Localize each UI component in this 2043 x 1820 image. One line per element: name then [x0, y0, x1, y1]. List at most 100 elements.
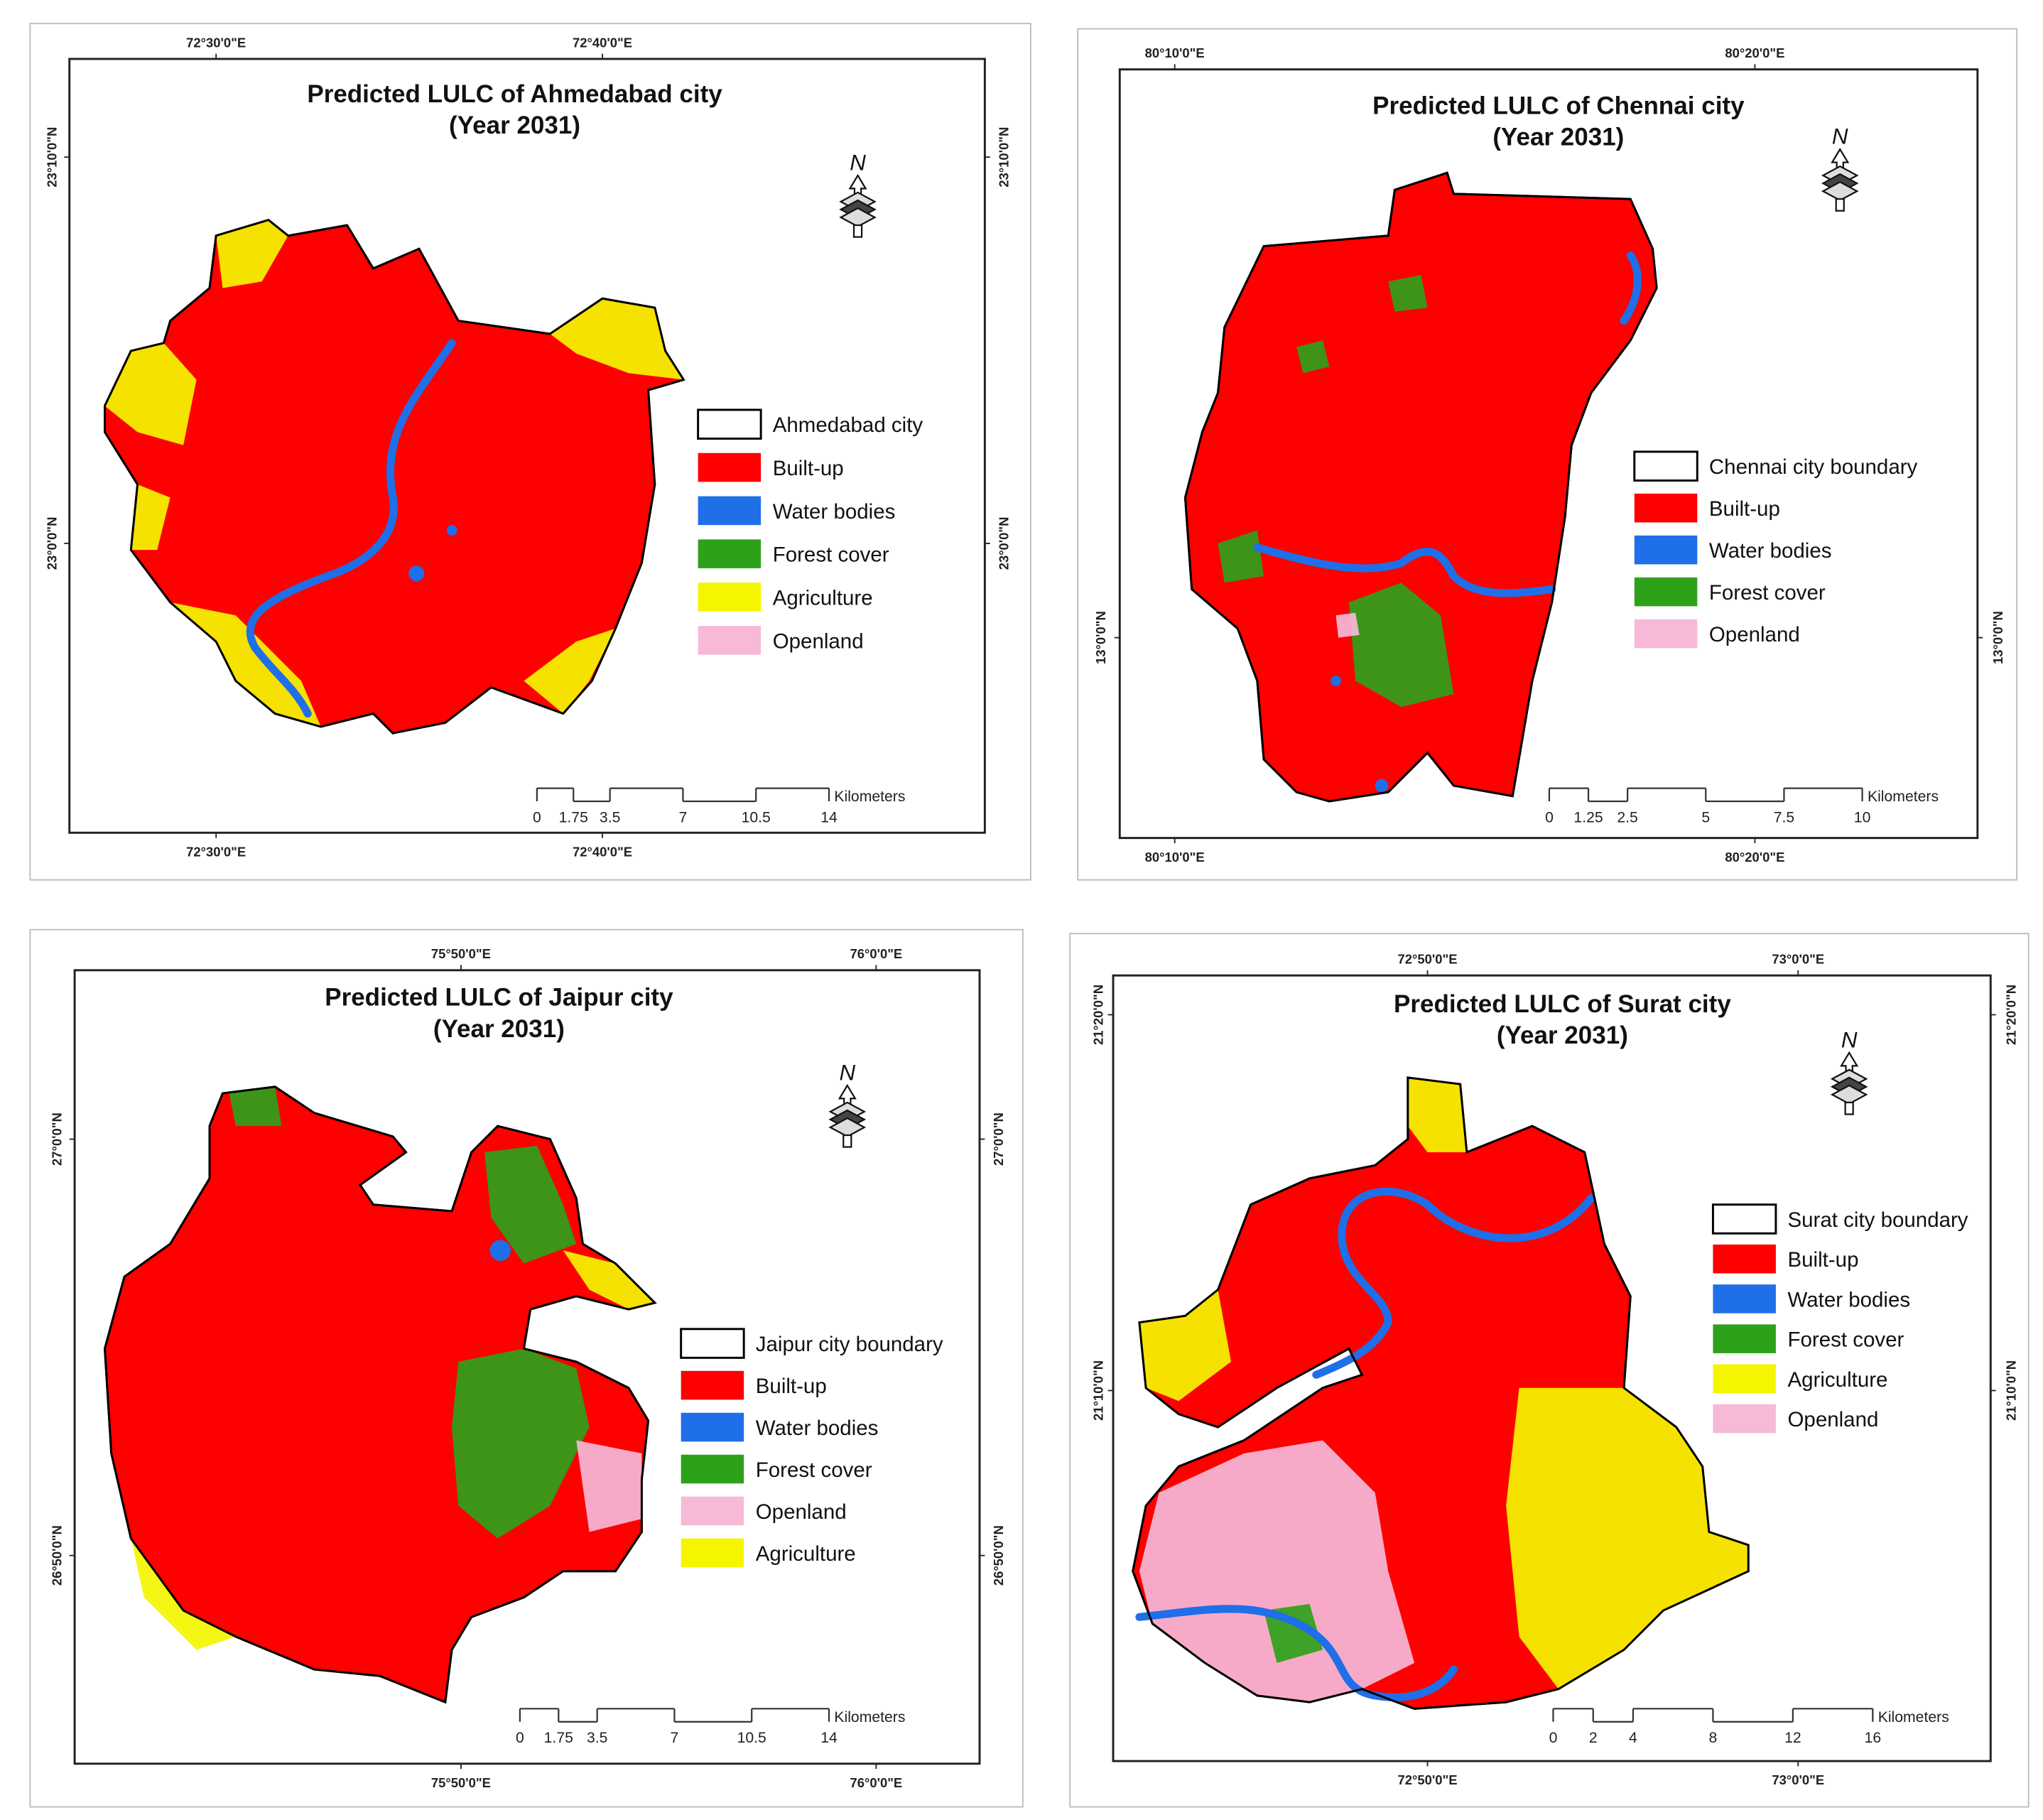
scale-segment [1712, 1708, 1793, 1723]
lake-water-body [1375, 779, 1389, 793]
latitude-label-right: 13°0'0"N [1990, 611, 2005, 664]
forest-patch [1296, 340, 1330, 374]
map-legend: Jaipur city boundary Built-up Water bodies… [680, 1328, 943, 1568]
longitude-label-bottom: 76°0'0"E [850, 1775, 902, 1790]
lake-water-body [408, 565, 425, 582]
scale-segment [1783, 787, 1863, 802]
agriculture-patch [1506, 1387, 1749, 1689]
legend-label: Agriculture [773, 587, 873, 610]
legend-swatch [1713, 1404, 1776, 1434]
layer-shape [1830, 1084, 1868, 1105]
scale-tick-label: 5 [1701, 810, 1710, 826]
legend-swatch [681, 1370, 744, 1400]
scale-tick-label: 7 [671, 1730, 679, 1746]
legend-item: Jaipur city boundary [680, 1328, 943, 1359]
scale-tick-label: 2 [1589, 1730, 1598, 1746]
river-water-body [1312, 1187, 1595, 1379]
longitude-label-bottom: 72°40'0"E [573, 844, 632, 859]
longitude-label-top: 72°50'0"E [1398, 952, 1458, 967]
scale-segment [519, 1708, 559, 1722]
latitude-label-right: 23°10'0"N [997, 127, 1012, 188]
scale-segment [596, 1708, 675, 1722]
river-water-body [1253, 543, 1556, 597]
map-panel-surat: Predicted LULC of Surat city (Year 2031) 7… [1069, 933, 2030, 1808]
legend-swatch [1634, 619, 1698, 649]
city-boundary [104, 219, 685, 735]
legend-label: Surat city boundary [1788, 1208, 1968, 1232]
latitude-label-right: 21°20'0"N [2003, 985, 2018, 1045]
legend-swatch [1711, 1203, 1777, 1235]
scale-segment [1587, 788, 1628, 803]
legend-swatch [1713, 1284, 1776, 1313]
agriculture-patch [563, 1250, 655, 1310]
longitude-label-bottom: 73°0'0"E [1772, 1772, 1824, 1787]
legend-label: Built-up [1709, 497, 1780, 521]
longitude-label-top: 80°20'0"E [1725, 45, 1784, 60]
scale-segment [1627, 787, 1706, 802]
legend-item: Agriculture [698, 583, 873, 612]
longitude-label-top: 76°0'0"E [850, 946, 902, 961]
longitude-label-bottom: 80°20'0"E [1725, 850, 1784, 865]
scale-segment [1548, 787, 1589, 802]
longitude-label-top: 72°30'0"E [186, 35, 246, 50]
north-arrow-icon: N [828, 1061, 867, 1148]
scale-segment [536, 787, 574, 802]
north-arrow-icon: N [1830, 1028, 1868, 1115]
city-boundary [1132, 1076, 1750, 1710]
map-title: Predicted LULC of Surat city [1394, 990, 1731, 1018]
north-arrow-icon: N [839, 151, 877, 238]
legend-swatch [681, 1496, 744, 1526]
legend-swatch [1634, 577, 1698, 607]
legend-label: Water bodies [773, 500, 896, 524]
city-boundary [103, 1085, 657, 1704]
latitude-label-right: 21°10'0"N [2003, 1360, 2018, 1421]
legend-label: Water bodies [1788, 1288, 1911, 1311]
agriculture-patch [131, 1538, 236, 1650]
layer-shape [839, 207, 877, 228]
north-label: N [1832, 124, 1848, 149]
legend-item: Forest cover [681, 1454, 872, 1484]
legend-label: Forest cover [1788, 1328, 1904, 1352]
latitude-label-left: 13°0'0"N [1093, 611, 1108, 664]
latitude-label-right: 26°50'0"N [991, 1525, 1006, 1586]
legend-swatch [1713, 1324, 1776, 1353]
scale-tick-label: 0 [1549, 1730, 1558, 1746]
map-title: Predicted LULC of Chennai city [1372, 92, 1745, 119]
scale-tick-label: 16 [1865, 1730, 1882, 1746]
agriculture-patch [104, 342, 197, 445]
legend-label: Openland [1709, 623, 1800, 646]
legend-item: Openland [698, 626, 864, 655]
scale-segment [1592, 1708, 1633, 1723]
longitude-label-top: 75°50'0"E [431, 946, 491, 961]
scale-unit-label: Kilometers [1878, 1709, 1949, 1726]
scale-tick-label: 10.5 [742, 810, 771, 826]
legend-swatch [681, 1538, 744, 1568]
latitude-label-left: 21°10'0"N [1090, 1360, 1105, 1421]
scale-tick-label: 1.75 [559, 810, 588, 826]
legend-item: Ahmedabad city [697, 408, 923, 440]
legend-label: Jaipur city boundary [756, 1333, 943, 1356]
river-water-body [1620, 251, 1642, 325]
scale-segment [682, 788, 757, 803]
legend-label: Water bodies [1709, 539, 1832, 563]
scale-tick-label: 1.75 [544, 1730, 573, 1746]
longitude-label-bottom: 75°50'0"E [431, 1775, 491, 1790]
openland-patch [1139, 1440, 1415, 1703]
lake-water-body [446, 525, 457, 536]
longitude-label-top: 80°10'0"E [1145, 45, 1205, 60]
agriculture-patch [550, 298, 684, 380]
legend-item: Forest cover [1713, 1324, 1904, 1353]
scale-segment [1792, 1708, 1873, 1722]
scale-tick-label: 14 [820, 1730, 838, 1746]
north-label: N [850, 151, 866, 175]
legend-label: Openland [756, 1500, 847, 1524]
scale-bar: 0 1.75 3.5 7 10.5 14 Kilometers [533, 787, 905, 826]
scale-unit-label: Kilometers [834, 1709, 905, 1726]
scale-tick-label: 3.5 [600, 810, 620, 826]
latitude-label-left: 26°50'0"N [50, 1525, 65, 1586]
legend-item: Forest cover [698, 539, 889, 568]
legend-label: Forest cover [773, 543, 889, 567]
longitude-label-bottom: 72°30'0"E [186, 844, 246, 859]
latitude-label-left: 27°0'0"N [50, 1112, 65, 1166]
longitude-label-bottom: 80°10'0"E [1145, 850, 1205, 865]
